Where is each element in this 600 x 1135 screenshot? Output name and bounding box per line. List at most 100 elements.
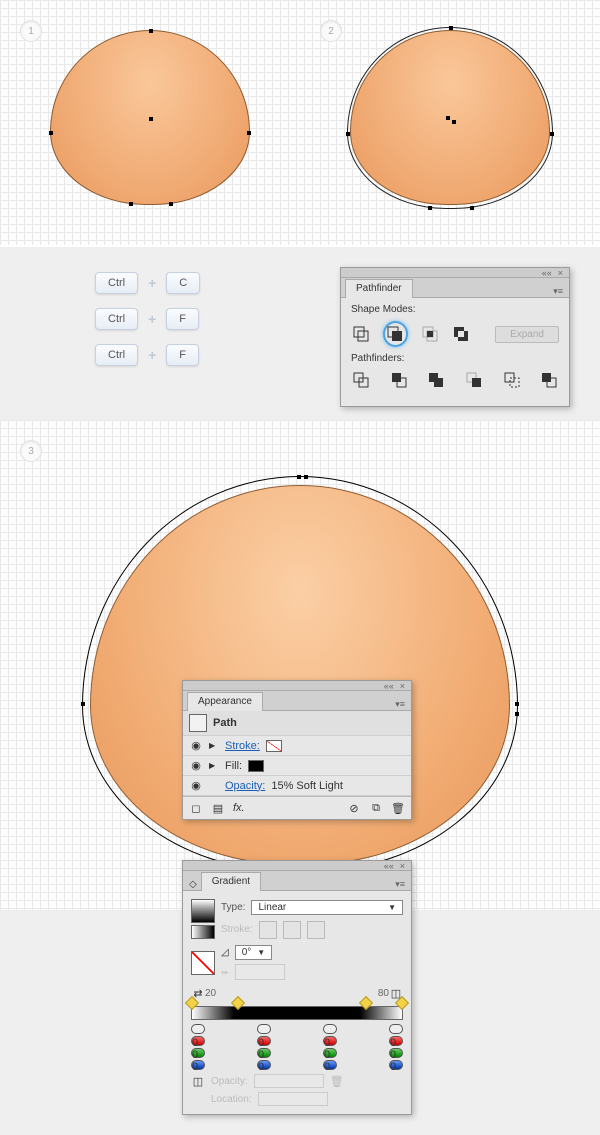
dome-outline-2[interactable] bbox=[347, 27, 553, 209]
stroke-mode-3[interactable] bbox=[307, 921, 325, 939]
opacity-row[interactable]: ◉ Opacity: 15% Soft Light bbox=[183, 776, 411, 796]
stop-swatch[interactable] bbox=[389, 1024, 403, 1034]
anchor-point[interactable] bbox=[247, 131, 251, 135]
anchor-point[interactable] bbox=[515, 702, 519, 706]
stop-value-right: 80 bbox=[378, 988, 389, 999]
minus-front-icon[interactable] bbox=[383, 321, 408, 347]
anchor-point[interactable] bbox=[515, 712, 519, 716]
stroke-swatch[interactable] bbox=[266, 740, 282, 752]
stop-column[interactable]: 0 0 0 bbox=[257, 1024, 271, 1070]
tab-pathfinder[interactable]: Pathfinder bbox=[345, 279, 413, 298]
gradient-fill-thumb[interactable] bbox=[191, 899, 215, 923]
close-icon[interactable]: × bbox=[400, 861, 405, 871]
expand-button[interactable]: Expand bbox=[495, 326, 559, 343]
new-art-icon[interactable]: ◻ bbox=[189, 801, 203, 815]
gradient-slider[interactable] bbox=[191, 1006, 403, 1020]
aspect-input[interactable] bbox=[235, 964, 285, 980]
chevron-down-icon: ▼ bbox=[257, 948, 265, 957]
angle-select[interactable]: 0° ▼ bbox=[235, 945, 272, 960]
pathfinders-label: Pathfinders: bbox=[351, 353, 559, 364]
anchor-point[interactable] bbox=[149, 117, 153, 121]
visibility-icon[interactable]: ◉ bbox=[189, 779, 203, 792]
anchor-point[interactable] bbox=[449, 26, 453, 30]
location-input[interactable] bbox=[258, 1092, 328, 1106]
anchor-point[interactable] bbox=[81, 702, 85, 706]
instruction-area: Ctrl + C Ctrl + F Ctrl + F «« × Pathfind… bbox=[0, 245, 600, 420]
outline-icon[interactable] bbox=[502, 370, 522, 390]
step-badge-3: 3 bbox=[20, 440, 42, 462]
crop-icon[interactable] bbox=[464, 370, 484, 390]
disclosure-icon[interactable]: ▶ bbox=[209, 741, 219, 750]
panel-header[interactable]: «« × bbox=[183, 861, 411, 871]
visibility-icon[interactable]: ◉ bbox=[189, 759, 203, 772]
trash-icon[interactable]: 🗑 bbox=[391, 801, 405, 815]
tab-gradient[interactable]: Gradient bbox=[201, 872, 261, 891]
close-icon[interactable]: × bbox=[558, 268, 563, 278]
gradient-panel[interactable]: «« × ◇ Gradient ▾≡ Type: bbox=[182, 860, 412, 1115]
anchor-point[interactable] bbox=[550, 132, 554, 136]
anchor-point[interactable] bbox=[149, 29, 153, 33]
collapse-icon[interactable]: «« bbox=[384, 861, 394, 871]
panel-tabs: ◇ Gradient ▾≡ bbox=[183, 871, 411, 891]
pathfinder-panel[interactable]: «« × Pathfinder ▾≡ Shape Modes: Expand P… bbox=[340, 267, 570, 407]
divide-icon[interactable] bbox=[351, 370, 371, 390]
type-select[interactable]: Linear ▼ bbox=[251, 900, 403, 915]
stroke-link[interactable]: Stroke: bbox=[225, 740, 260, 752]
stop-column[interactable]: 0 0 0 bbox=[389, 1024, 403, 1070]
minus-back-icon[interactable] bbox=[539, 370, 559, 390]
stop-swatch[interactable] bbox=[323, 1024, 337, 1034]
exclude-icon[interactable] bbox=[452, 324, 472, 344]
anchor-point[interactable] bbox=[304, 475, 308, 479]
gradient-track[interactable] bbox=[191, 1006, 403, 1020]
tab-appearance[interactable]: Appearance bbox=[187, 692, 263, 711]
trash-icon[interactable]: 🗑 bbox=[330, 1074, 344, 1088]
layer-icon[interactable]: ▤ bbox=[211, 801, 225, 815]
anchor-point[interactable] bbox=[297, 475, 301, 479]
stop-column[interactable]: 0 0 0 bbox=[323, 1024, 337, 1070]
intersect-icon[interactable] bbox=[420, 324, 440, 344]
anchor-point[interactable] bbox=[452, 120, 456, 124]
stroke-row[interactable]: ◉ ▶ Stroke: bbox=[183, 736, 411, 756]
gradient-none-swatch[interactable] bbox=[191, 951, 215, 975]
panel-menu-icon[interactable]: ▾≡ bbox=[395, 879, 405, 890]
merge-icon[interactable] bbox=[426, 370, 446, 390]
disclosure-icon[interactable]: ▶ bbox=[209, 761, 219, 770]
appearance-target-row[interactable]: Path bbox=[183, 711, 411, 736]
anchor-point[interactable] bbox=[446, 116, 450, 120]
stop-swatch[interactable] bbox=[191, 1024, 205, 1034]
visibility-icon[interactable]: ◉ bbox=[189, 739, 203, 752]
fill-swatch[interactable] bbox=[248, 760, 264, 772]
anchor-point[interactable] bbox=[169, 202, 173, 206]
opacity-input[interactable] bbox=[254, 1074, 324, 1088]
anchor-point[interactable] bbox=[428, 206, 432, 210]
unite-icon[interactable] bbox=[351, 324, 371, 344]
anchor-point[interactable] bbox=[346, 132, 350, 136]
panel-menu-icon[interactable]: ▾≡ bbox=[395, 699, 405, 710]
stroke-mode-1[interactable] bbox=[259, 921, 277, 939]
gradient-fill-sub[interactable] bbox=[191, 925, 215, 939]
stop-column[interactable]: 0 0 0 bbox=[191, 1024, 205, 1070]
clear-icon[interactable]: ⊘ bbox=[347, 801, 361, 815]
anchor-point[interactable] bbox=[49, 131, 53, 135]
panel-header[interactable]: «« × bbox=[183, 681, 411, 691]
dome-shape-1[interactable] bbox=[50, 30, 250, 205]
stroke-mode-2[interactable] bbox=[283, 921, 301, 939]
panel-header[interactable]: «« × bbox=[341, 268, 569, 278]
appearance-panel[interactable]: «« × Appearance ▾≡ Path ◉ ▶ Stroke: bbox=[182, 680, 412, 820]
pill-red: 0 bbox=[323, 1036, 337, 1046]
close-icon[interactable]: × bbox=[400, 681, 405, 691]
duplicate-icon[interactable]: ⧉ bbox=[369, 801, 383, 815]
fill-row[interactable]: ◉ ▶ Fill: bbox=[183, 756, 411, 776]
stop-swatch[interactable] bbox=[257, 1024, 271, 1034]
collapse-icon[interactable]: «« bbox=[542, 268, 552, 278]
anchor-point[interactable] bbox=[470, 206, 474, 210]
panel-menu-icon[interactable]: ▾≡ bbox=[553, 286, 563, 297]
pill-green: 0 bbox=[257, 1048, 271, 1058]
anchor-point[interactable] bbox=[129, 202, 133, 206]
fx-button[interactable]: fx. bbox=[233, 802, 245, 814]
thumbnail-icon bbox=[189, 714, 207, 732]
collapse-icon[interactable]: «« bbox=[384, 681, 394, 691]
opacity-link[interactable]: Opacity: bbox=[225, 780, 265, 792]
trim-icon[interactable] bbox=[389, 370, 409, 390]
stop-color-icon[interactable]: ◫ bbox=[191, 1074, 205, 1088]
